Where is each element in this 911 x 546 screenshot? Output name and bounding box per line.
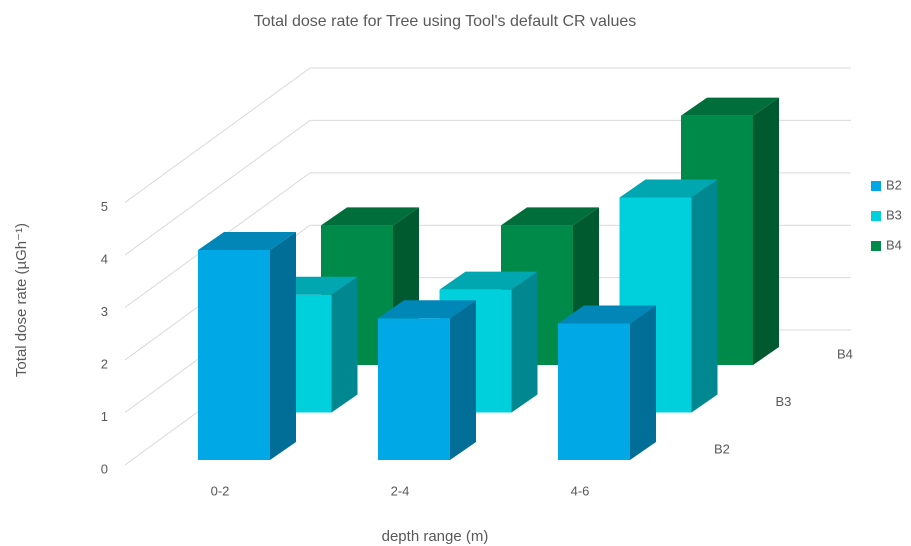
x-tick-label: 0-2 — [211, 483, 230, 498]
depth-label: B3 — [776, 394, 792, 409]
bar-side — [630, 305, 656, 460]
y-tick-label: 2 — [101, 356, 108, 371]
depth-label: B2 — [714, 441, 730, 456]
y-tick-label: 5 — [101, 199, 108, 214]
bar-top — [198, 232, 296, 250]
bar-top — [619, 179, 718, 198]
bar-side — [331, 276, 358, 413]
bar — [198, 250, 270, 460]
legend-label: B3 — [886, 207, 902, 222]
x-tick-label: 2-4 — [391, 483, 410, 498]
grid-line — [124, 119, 851, 256]
depth-label: B4 — [837, 346, 853, 361]
bar-side — [753, 97, 779, 365]
x-tick-label: 4-6 — [571, 483, 590, 498]
y-tick-label: 4 — [101, 251, 108, 266]
legend-label: B2 — [886, 177, 902, 192]
y-tick-label: 3 — [101, 304, 108, 319]
legend-label: B4 — [886, 237, 902, 252]
bar-top — [501, 207, 599, 226]
bar — [558, 323, 630, 460]
y-axis-title: Total dose rate (µGh⁻¹) — [13, 223, 30, 377]
y-tick-label: 1 — [101, 409, 108, 424]
bar — [378, 318, 450, 460]
bar-side — [450, 300, 476, 460]
bar-top — [439, 271, 538, 290]
bar-side — [691, 179, 718, 413]
chart-title: Total dose rate for Tree using Tool's de… — [254, 13, 637, 30]
bar-side — [270, 232, 296, 460]
x-axis-title: depth range (m) — [382, 528, 489, 545]
y-tick-label: 0 — [101, 461, 108, 476]
bar-side — [511, 271, 538, 413]
bar-top — [681, 97, 779, 116]
bar-top — [378, 300, 476, 319]
legend-swatch — [871, 181, 881, 191]
legend-swatch — [871, 241, 881, 251]
grid-line — [124, 67, 851, 203]
bar-top — [321, 207, 419, 226]
bar-top — [558, 305, 656, 324]
legend-swatch — [871, 211, 881, 221]
grid-line — [124, 172, 851, 308]
